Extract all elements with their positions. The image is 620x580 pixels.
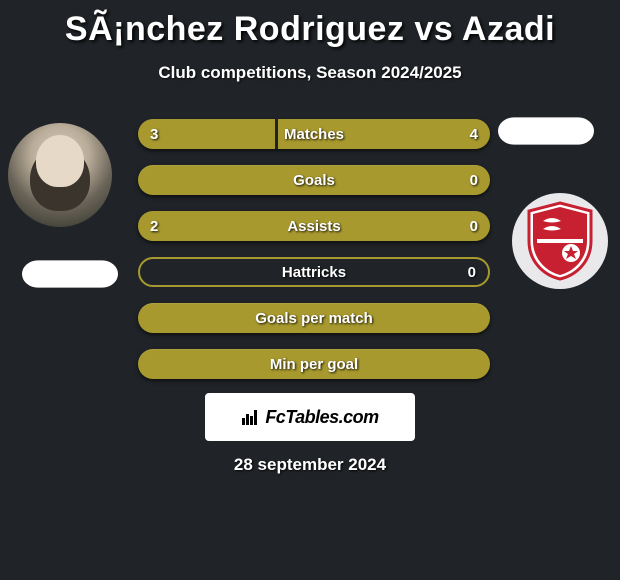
- stat-value-right: 0: [470, 211, 478, 241]
- attribution-text: FcTables.com: [241, 407, 378, 428]
- stat-bars: Matches34Goals0Assists20Hattricks0Goals …: [138, 119, 490, 395]
- player-right-flag: [498, 117, 594, 144]
- player-left-flag: [22, 260, 118, 287]
- page-subtitle: Club competitions, Season 2024/2025: [0, 63, 620, 83]
- attribution-badge: FcTables.com: [205, 393, 415, 441]
- stat-value-left: 3: [150, 119, 158, 149]
- stat-row: Matches3 4: [138, 119, 490, 149]
- stat-row: Hattricks0: [138, 257, 490, 287]
- stat-label: Min per goal: [138, 349, 490, 379]
- stat-label: Goals: [138, 165, 490, 195]
- bars-icon: [241, 408, 261, 426]
- stat-row: Assists2 0: [138, 211, 490, 241]
- stat-label: Hattricks: [140, 259, 488, 285]
- page-title: SÃ¡nchez Rodriguez vs Azadi: [0, 0, 620, 49]
- stat-row: Min per goal: [138, 349, 490, 379]
- stat-row: Goals per match: [138, 303, 490, 333]
- player-left-avatar: [8, 123, 112, 227]
- player-right-club-badge: [512, 193, 608, 289]
- stat-row: Goals0: [138, 165, 490, 195]
- stat-label: Assists: [138, 211, 490, 241]
- stat-value-right: 0: [470, 165, 478, 195]
- stat-value-left: 2: [150, 211, 158, 241]
- shield-icon: [525, 201, 595, 281]
- stat-value-right: 0: [468, 259, 476, 285]
- snapshot-date: 28 september 2024: [0, 455, 620, 475]
- stat-value-right: 4: [470, 119, 478, 149]
- stat-label: Goals per match: [138, 303, 490, 333]
- stat-label: Matches: [138, 119, 490, 149]
